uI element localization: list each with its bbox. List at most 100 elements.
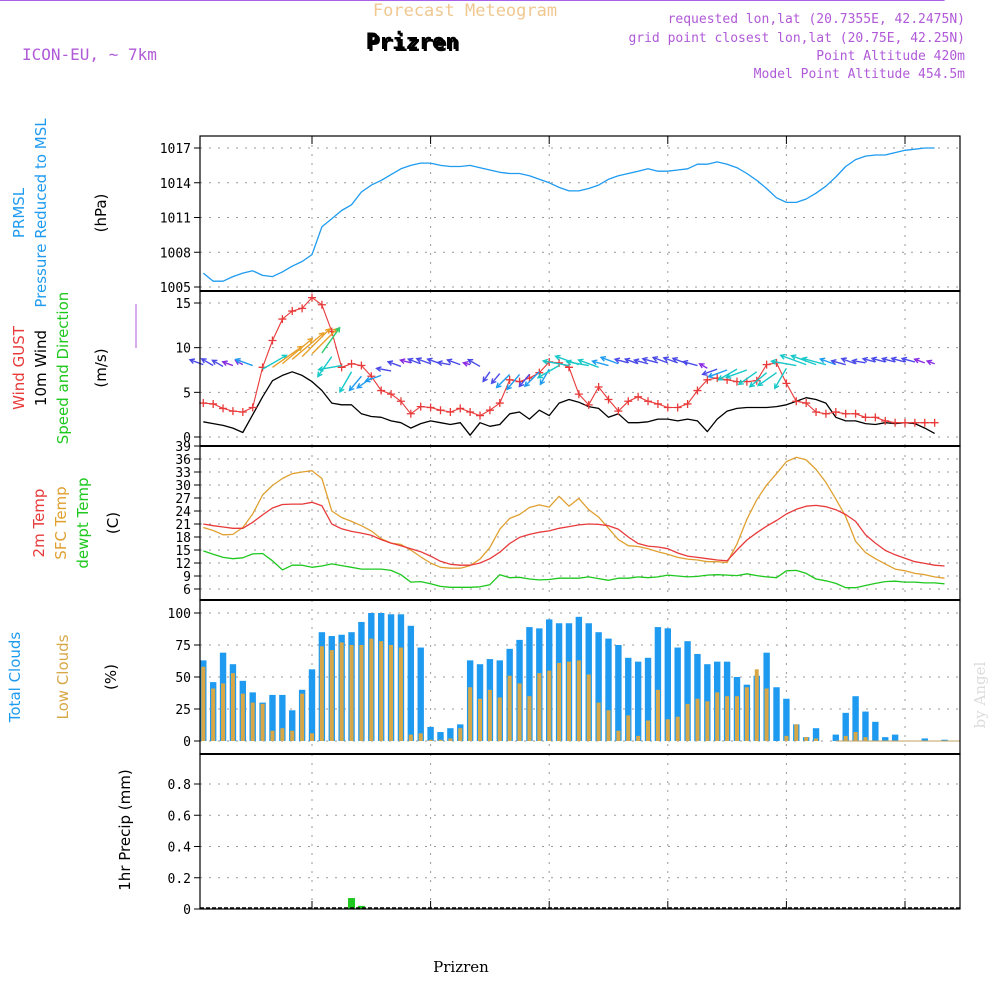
low-cloud-bar	[675, 716, 680, 741]
wind-arrowhead	[348, 385, 355, 392]
low-cloud-bar	[725, 696, 730, 741]
wind-direction-arrow	[600, 356, 619, 365]
total-cloud-bar	[921, 738, 928, 741]
gust-marker	[782, 379, 791, 388]
total-cloud-bar	[427, 726, 434, 741]
y-tick-label: 0	[183, 735, 191, 750]
wind-arrowhead	[415, 357, 422, 363]
low-cloud-bar	[596, 702, 601, 741]
gust-marker	[466, 407, 475, 416]
y-tick-label: 1008	[160, 246, 191, 261]
wind-arrowhead	[436, 360, 443, 367]
gust-marker	[634, 392, 643, 401]
wind-arrowhead	[426, 357, 433, 364]
model-label: ICON-EU, ~ 7km	[22, 45, 157, 64]
wind-arrowhead	[591, 359, 598, 366]
low-cloud-bar	[695, 698, 700, 741]
pressure-label-1: PRMSL	[10, 187, 28, 238]
y-tick-label: 0.8	[168, 778, 191, 793]
gust-marker	[693, 386, 702, 395]
y-tick-label: 5	[183, 386, 191, 401]
y-tick-label: 25	[175, 703, 191, 718]
wind-arrowhead	[774, 383, 780, 390]
y-tick-label: 15	[175, 544, 191, 559]
wind-arrowhead	[651, 356, 659, 362]
gust-marker	[762, 360, 771, 369]
wind-arrowhead	[851, 358, 858, 365]
wind-direction-arrow	[543, 360, 570, 367]
city-title-shadow: Prizren	[368, 32, 461, 57]
wind-direction-arrow	[901, 357, 916, 363]
wind-arrowhead	[701, 370, 708, 376]
wind-direction-arrow	[416, 358, 431, 365]
low-cloud-bar	[527, 696, 532, 741]
low-cloud-bar	[754, 669, 759, 741]
gust-marker	[574, 390, 583, 399]
wind-direction-arrow	[831, 360, 846, 366]
wind-direction-arrow	[447, 359, 461, 366]
wind-arrowhead	[200, 358, 207, 364]
low-cloud-bar	[379, 641, 384, 741]
wind-arrowhead	[623, 357, 631, 364]
low-cloud-bar	[744, 687, 749, 741]
cloud-unit: (%)	[102, 664, 120, 690]
y-tick-label: 1011	[160, 212, 191, 227]
low-cloud-bar	[764, 688, 769, 741]
wind-arrowhead	[707, 372, 714, 379]
y-tick-label: 30	[175, 479, 191, 494]
y-tick-label: 75	[175, 639, 191, 654]
chart-subtitle: Forecast Meteogram	[373, 1, 557, 21]
wind-direction-arrow	[726, 369, 748, 379]
wind-direction-arrow	[749, 372, 768, 388]
frame-layer	[199, 135, 961, 910]
wind-arrowhead	[536, 373, 544, 379]
wind-direction-arrow	[506, 374, 521, 390]
total-cloud-bar	[644, 657, 652, 741]
wind-arrowhead	[632, 358, 640, 365]
low-cloud-bar	[389, 645, 394, 741]
wind-direction-arrow	[891, 357, 906, 363]
gust-marker	[446, 407, 455, 416]
wind-arrowhead	[364, 376, 371, 383]
total-cloud-bar	[941, 739, 948, 741]
gust-marker	[209, 399, 218, 408]
wind-arrowhead	[495, 382, 502, 389]
low-cloud-bar	[221, 683, 226, 741]
wind-direction-arrow	[537, 364, 560, 379]
wind-label-gust: Wind GUST	[10, 325, 28, 410]
total-cloud-bar	[654, 627, 662, 741]
wind-arrowhead	[324, 327, 331, 334]
total-cloud-bar	[605, 638, 612, 741]
wind-arrowhead	[681, 359, 689, 366]
wind-arrowhead	[356, 382, 363, 389]
wind-direction-arrow	[301, 328, 331, 358]
y-tick-label: 0.2	[168, 872, 191, 887]
low-cloud-bar	[329, 650, 334, 741]
gust-marker	[377, 386, 386, 395]
wind-direction-arrow	[914, 358, 926, 364]
gust-marker	[416, 402, 425, 411]
total-cloud-bar	[634, 661, 642, 741]
low-cloud-bar	[339, 642, 344, 741]
gust-marker	[288, 307, 297, 316]
y-tick-label: 0	[183, 431, 191, 446]
total-cloud-bar	[684, 641, 691, 741]
cloud-label-total: Total Clouds	[6, 632, 24, 724]
y-tick-label: 9	[183, 570, 191, 585]
gust-marker	[930, 418, 939, 427]
label-layer: 1005100810111014101705101569121518212427…	[6, 118, 191, 918]
wind-direction-arrow	[774, 367, 788, 389]
y-tick-label: 1017	[160, 142, 191, 157]
gust-marker	[851, 409, 860, 418]
low-cloud-bar	[715, 692, 720, 741]
total-cloud-bar	[615, 645, 622, 741]
low-cloud-bar	[606, 710, 611, 741]
wind-direction-arrow	[625, 358, 639, 365]
wind-direction-arrow	[201, 358, 214, 367]
wind-direction-arrow	[708, 369, 728, 378]
wind-direction-arrow	[491, 373, 501, 384]
grid-layer	[194, 136, 960, 910]
gust-marker	[802, 399, 811, 408]
